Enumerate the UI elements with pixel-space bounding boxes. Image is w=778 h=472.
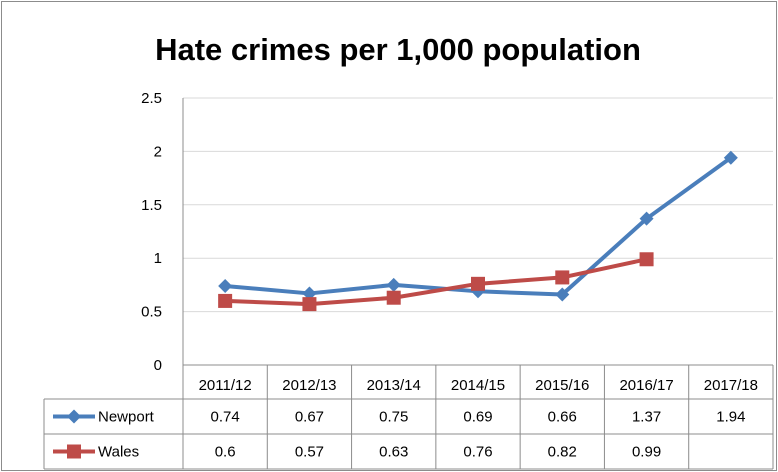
newport-point-2 (386, 277, 401, 292)
y-tick-label-0: 0 (154, 357, 162, 374)
chart-title: Hate crimes per 1,000 population (155, 32, 641, 67)
wales-point-5 (639, 252, 654, 267)
newport-point-0 (218, 278, 233, 293)
x-tick-label-2017/18: 2017/18 (704, 377, 758, 394)
wales-table-value-2: 0.63 (379, 444, 408, 461)
newport-table-value-1: 0.67 (295, 409, 324, 426)
wales-point-2 (386, 290, 401, 305)
wales-point-4 (555, 270, 570, 285)
x-tick-label-2016/17: 2016/17 (619, 377, 673, 394)
newport-table-value-3: 0.69 (463, 409, 492, 426)
newport-point-6 (723, 150, 738, 165)
y-tick-label-2: 2 (154, 143, 162, 160)
wales-table-value-4: 0.82 (548, 444, 577, 461)
wales-legend-label: Wales (98, 444, 139, 461)
newport-series-line (224, 156, 733, 297)
x-tick-label-2014/15: 2014/15 (451, 377, 505, 394)
newport-point-4 (555, 287, 570, 302)
wales-series-line (225, 257, 647, 307)
newport-table-value-6: 1.94 (716, 409, 745, 426)
newport-table-value-4: 0.66 (548, 409, 577, 426)
newport-table-value-0: 0.74 (211, 409, 240, 426)
newport-point-5 (639, 211, 654, 226)
newport-legend-marker (67, 409, 81, 424)
x-tick-label-2011/12: 2011/12 (199, 377, 252, 394)
newport-table-value-2: 0.75 (379, 409, 408, 426)
y-tick-label-2.5: 2.5 (141, 90, 162, 107)
y-tick-label-1: 1 (154, 250, 162, 267)
y-tick-label-1.5: 1.5 (141, 197, 162, 214)
newport-table-value-5: 1.37 (632, 409, 661, 426)
wales-point-3 (471, 276, 485, 291)
newport-point-1 (302, 286, 317, 301)
x-tick-label-2015/16: 2015/16 (535, 377, 589, 394)
wales-table-value-1: 0.57 (295, 444, 324, 461)
wales-table-value-0: 0.6 (215, 444, 236, 461)
wales-point-1 (302, 297, 317, 312)
wales-legend-marker (67, 444, 81, 459)
x-tick-label-2012/13: 2012/13 (282, 377, 336, 394)
newport-legend-label: Newport (98, 409, 155, 426)
x-tick-label-2013/14: 2013/14 (367, 377, 421, 394)
wales-table-value-5: 0.99 (632, 444, 661, 461)
wales-table-value-3: 0.76 (463, 444, 492, 461)
y-tick-label-0.5: 0.5 (141, 304, 162, 321)
wales-point-0 (218, 293, 233, 308)
